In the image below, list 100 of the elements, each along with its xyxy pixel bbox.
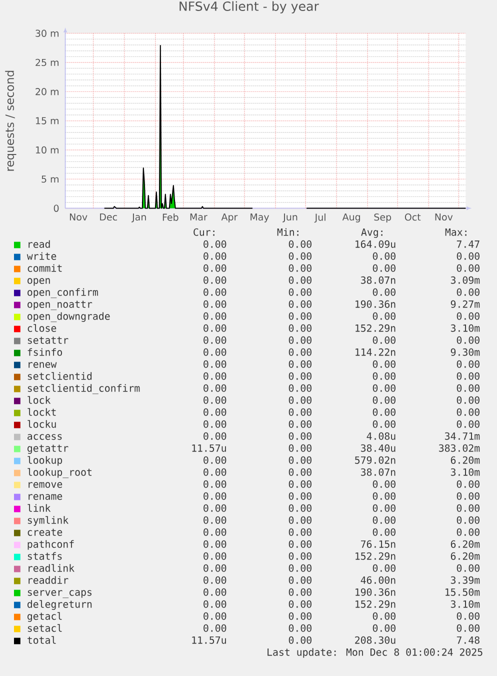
legend-label: open_downgrade <box>28 312 110 322</box>
y-tick-label: 25 m <box>36 58 58 66</box>
text: 3.39m <box>450 576 480 584</box>
legend-label: getattr <box>27 444 68 454</box>
text: 0.00 <box>204 324 226 332</box>
text: 3.10m <box>450 324 480 332</box>
text: 0.00 <box>456 492 480 500</box>
text: 0.00 <box>372 312 396 320</box>
text: 0.00 <box>204 576 226 584</box>
legend-label: readdir <box>28 576 68 584</box>
text: 0.00 <box>456 372 480 380</box>
x-tick-label: Mar <box>190 213 208 221</box>
text: 0.00 <box>288 384 312 392</box>
text: 0.00 <box>288 528 312 536</box>
text: 0.00 <box>372 372 396 380</box>
text: 38.07n <box>360 468 396 476</box>
text: 0.00 <box>204 276 226 284</box>
legend-label: renew <box>28 362 57 368</box>
text: 6.20m <box>450 456 480 464</box>
text: 0.00 <box>372 288 396 296</box>
legend-label: pathconf <box>28 540 74 550</box>
text: 0.00 <box>288 396 312 404</box>
x-tick-label: Feb <box>162 213 178 221</box>
text: 0.00 <box>456 624 480 632</box>
text: Cur: <box>194 228 214 236</box>
text: 0.00 <box>288 600 312 608</box>
legend-label: statfs <box>28 552 62 560</box>
text: 11.57u <box>192 444 226 452</box>
text: 7.47 <box>456 240 480 248</box>
text: 3.09m <box>450 276 480 284</box>
text: 190.36n <box>356 300 396 308</box>
text: 0.00 <box>288 636 312 644</box>
text: 0.00 <box>204 552 226 560</box>
text: 0.00 <box>204 432 226 440</box>
text: 0.00 <box>288 576 312 584</box>
chart-title: NFSv4 Client - by year <box>180 1 319 14</box>
text: 0.00 <box>372 516 396 524</box>
legend-label: rename <box>28 494 62 500</box>
text: 4.08u <box>366 432 396 440</box>
text: Last update: Mon Dec 8 01:00:24 2025 <box>268 648 482 658</box>
text: 0.00 <box>456 612 480 620</box>
text: 0.00 <box>456 408 480 416</box>
text: 0.00 <box>372 252 396 260</box>
text: 0.00 <box>288 420 312 428</box>
text: 0.00 <box>204 612 226 620</box>
text: 0.00 <box>288 300 312 308</box>
text: 0.00 <box>204 600 226 608</box>
legend-label: fsinfo <box>28 348 62 356</box>
legend-label: open_noattr <box>28 300 92 310</box>
text: 0.00 <box>204 336 226 344</box>
text: 15.50m <box>446 588 480 596</box>
text: 0.00 <box>372 336 396 344</box>
text: 0.00 <box>204 504 226 512</box>
text: 3.10m <box>450 468 480 476</box>
text: 579.02n <box>355 456 396 464</box>
text: 11.57u <box>192 636 226 644</box>
text: 0.00 <box>288 624 312 632</box>
text: 0.00 <box>372 504 396 512</box>
y-axis-title: requests / second <box>5 70 16 171</box>
x-tick-label: Jul <box>314 213 326 223</box>
text: 0.00 <box>204 564 226 572</box>
legend-label: locku <box>28 420 56 428</box>
text: 0.00 <box>288 456 312 464</box>
text: 0.00 <box>204 588 226 596</box>
text: Avg: <box>361 228 382 238</box>
legend-label: link <box>28 504 51 512</box>
text: 0.00 <box>288 468 312 476</box>
text: 0.00 <box>372 564 396 572</box>
text: 6.20m <box>450 540 480 548</box>
x-tick-label: Aug <box>342 213 360 222</box>
x-tick-label: Jun <box>282 213 298 222</box>
text: 0.00 <box>288 504 312 512</box>
text: 0.00 <box>288 372 312 380</box>
text: 383.02m <box>439 444 480 452</box>
text: 0.00 <box>204 456 226 464</box>
legend-label: open_confirm <box>28 288 98 298</box>
text: 0.00 <box>456 312 480 320</box>
legend-label: open <box>28 278 50 286</box>
legend-label: setacl <box>28 624 62 632</box>
legend-label: lookup <box>28 456 62 466</box>
text: 0.00 <box>372 624 396 632</box>
text: 0.00 <box>372 612 396 620</box>
text: 0.00 <box>204 468 226 476</box>
legend-label: commit <box>28 264 62 272</box>
text: 0.00 <box>288 252 312 260</box>
text: 0.00 <box>288 444 312 452</box>
text: 0.00 <box>288 564 312 572</box>
text: 0.00 <box>288 324 312 332</box>
text: 164.09u <box>356 240 396 248</box>
text: 3.10m <box>450 600 480 608</box>
text: 7.48 <box>456 636 480 644</box>
text: 152.29n <box>356 324 396 332</box>
y-tick-label: 30 m <box>36 30 58 37</box>
text: 0.00 <box>456 264 480 272</box>
text: 0.00 <box>288 336 312 344</box>
text: Min: <box>277 228 298 236</box>
text: 0.00 <box>456 288 480 296</box>
legend-label: access <box>28 434 62 440</box>
legend-label: write <box>26 252 56 260</box>
text: 0.00 <box>204 288 226 296</box>
